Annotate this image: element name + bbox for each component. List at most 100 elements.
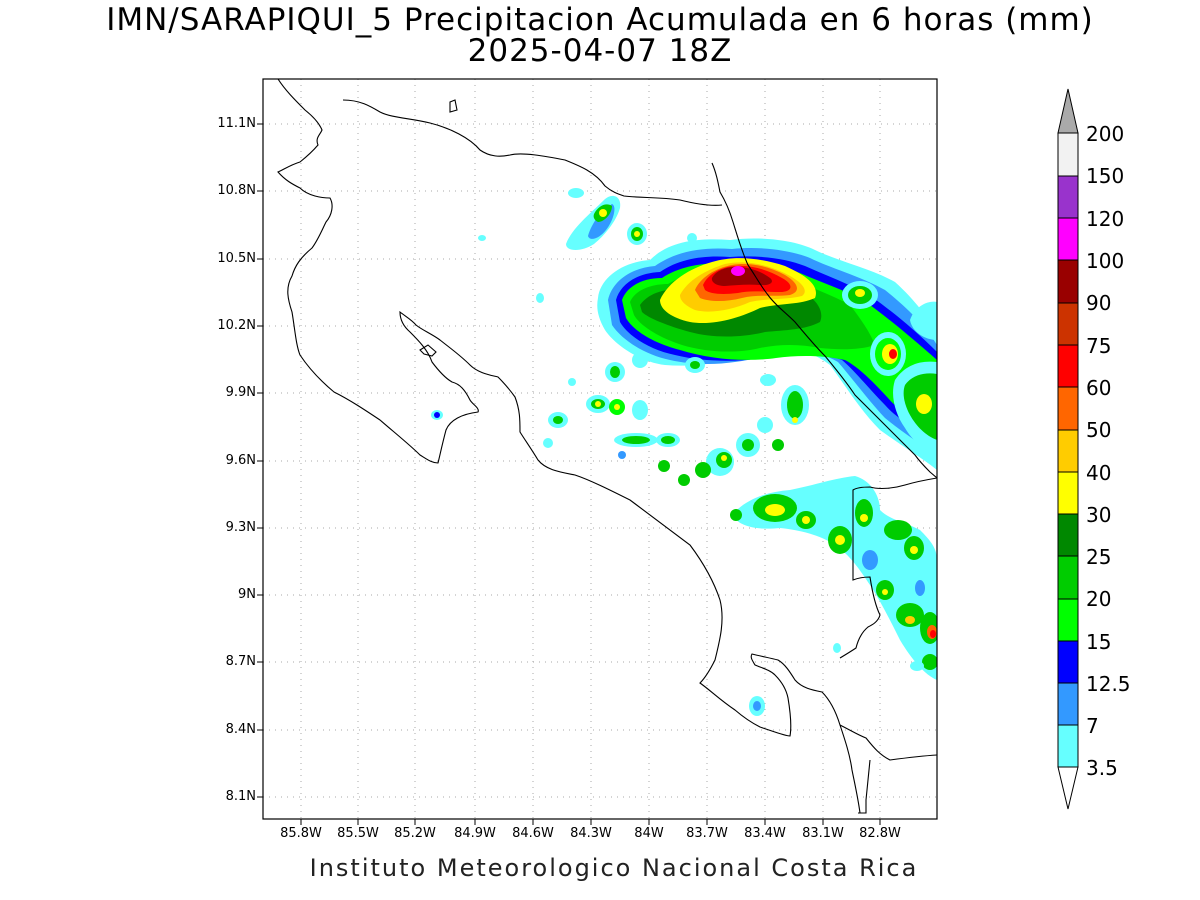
y-tick-label: 9.6N — [225, 453, 256, 468]
precip-cell-se-13 — [915, 580, 925, 596]
y-tick-label: 9N — [238, 587, 256, 602]
colorbar-label: 25 — [1086, 545, 1112, 569]
precip-cell-se-4b — [860, 514, 868, 522]
precip-cell-se-2b — [802, 516, 810, 524]
precip-cell-c-4b — [553, 416, 563, 424]
precip-cell-c-13b — [787, 391, 803, 419]
grid-lines — [263, 79, 937, 819]
colorbar-bin-25 — [1057, 513, 1079, 557]
x-tick-label: 85.8W — [280, 826, 322, 841]
panama-coast — [839, 724, 937, 761]
precipitation-field — [431, 188, 937, 716]
x-tick-label: 84.9W — [454, 826, 496, 841]
precip-cell-se-1b — [765, 504, 785, 516]
colorbar-label: 90 — [1086, 291, 1112, 315]
x-tick-label: 83.1W — [802, 826, 844, 841]
precip-cell-se-7 — [862, 550, 878, 570]
colorbar-bin-3.5 — [1057, 724, 1079, 768]
precip-cell-east-1d — [889, 349, 897, 359]
colorbar-label: 150 — [1086, 164, 1125, 188]
colorbar-bin-75 — [1057, 302, 1079, 346]
precip-cell-c-8 — [632, 352, 648, 368]
colorbar-label: 50 — [1086, 418, 1112, 442]
y-tick-label: 9.3N — [225, 520, 256, 535]
precip-cell-c-6b — [622, 436, 650, 444]
colorbar-label: 20 — [1086, 587, 1112, 611]
colorbar-bin-12.5 — [1057, 640, 1079, 684]
colorbar-label: 15 — [1086, 630, 1112, 654]
colorbar-label: 60 — [1086, 376, 1112, 400]
precip-cell-se-6b — [910, 546, 918, 554]
y-tick-label: 10.8N — [217, 183, 256, 198]
x-tick-label: 85.5W — [337, 826, 379, 841]
precip-cell-c-1b — [610, 366, 620, 378]
precip-cell-east-4 — [910, 301, 937, 340]
precip-cell-c-21 — [618, 451, 626, 459]
y-tick-label: 8.1N — [225, 789, 256, 804]
y-tick-label: 11.1N — [217, 116, 256, 131]
precip-cell-c-14 — [757, 417, 773, 433]
precip-cell-c-9b — [690, 361, 700, 369]
precip-cell-se-9 — [896, 603, 924, 627]
colorbar-bin-50 — [1057, 386, 1079, 431]
colorbar-top-triangle — [1057, 88, 1079, 134]
colorbar-label: 120 — [1086, 207, 1125, 231]
colorbar-bin-60 — [1057, 344, 1079, 388]
precip-cell-c-18 — [543, 438, 553, 448]
map-subtitle: 2025-04-07 18Z — [467, 33, 733, 69]
colorbar-bin-120 — [1057, 175, 1079, 219]
colorbar-bottom-triangle — [1057, 766, 1079, 810]
colorbar-bin-7 — [1057, 682, 1079, 726]
precip-cell-north-4 — [687, 233, 697, 243]
precip-cell-se-14 — [833, 643, 841, 653]
x-tick-label: 83.7W — [686, 826, 728, 841]
precip-cell-se-5 — [884, 520, 912, 540]
precip-cell-se-12 — [910, 661, 924, 671]
colorbar-label: 3.5 — [1086, 756, 1118, 780]
colorbar-bin-20 — [1057, 555, 1079, 600]
precip-cell-north-1d — [599, 209, 607, 217]
precip-cell-c-3b — [614, 404, 620, 410]
y-tick-label: 8.4N — [225, 722, 256, 737]
lake-shape — [449, 99, 458, 113]
x-tick-label: 84W — [634, 826, 664, 841]
colorbar-bin-40 — [1057, 429, 1079, 473]
precip-cell-c-7b — [661, 436, 675, 444]
x-tick-label: 84.6W — [512, 826, 554, 841]
colorbar-label: 30 — [1086, 503, 1112, 527]
precip-cell-c-5 — [632, 400, 648, 420]
precip-cell-c-2c — [595, 401, 601, 407]
precip-cell-c-12b — [742, 439, 754, 451]
nicoya-gulf-island — [419, 344, 437, 357]
costa-rica-caribbean-coast — [711, 162, 937, 479]
precip-cell-north-2c — [634, 231, 640, 237]
precip-cell-se-11 — [922, 654, 937, 670]
colorbar-bin-100 — [1057, 217, 1079, 261]
colorbar-bin-15 — [1057, 598, 1079, 642]
map-title: IMN/SARAPIQUI_5 Precipitacion Acumulada … — [106, 2, 1094, 38]
precip-cell-c-16 — [658, 460, 670, 472]
precip-cell-se-8b — [882, 589, 888, 595]
precip-cell-c-20b — [434, 412, 440, 418]
precip-cell-c-17 — [678, 474, 690, 486]
precip-cell-north-3 — [568, 188, 584, 198]
precip-cell-east-3c — [916, 394, 932, 414]
colorbar-label: 40 — [1086, 461, 1112, 485]
precip-cell-c-15 — [772, 439, 784, 451]
plot-frame — [262, 78, 938, 820]
precip-cell-east-2c — [855, 289, 865, 297]
x-tick-label: 83.4W — [744, 826, 786, 841]
nicaragua-border — [342, 99, 723, 206]
nicaragua-coast — [277, 79, 323, 189]
precip-cell-c-11 — [695, 462, 711, 478]
small-coast-segment — [858, 759, 871, 814]
colorbar-label: 100 — [1086, 249, 1125, 273]
tick-marks — [257, 123, 881, 825]
precip-cell-se-16 — [730, 509, 742, 521]
colorbar-label: 12.5 — [1086, 672, 1131, 696]
panama-border — [839, 477, 937, 659]
colorbar-bin-90 — [1057, 259, 1079, 304]
x-tick-label: 85.2W — [394, 826, 436, 841]
colorbar-label: 7 — [1086, 714, 1099, 738]
